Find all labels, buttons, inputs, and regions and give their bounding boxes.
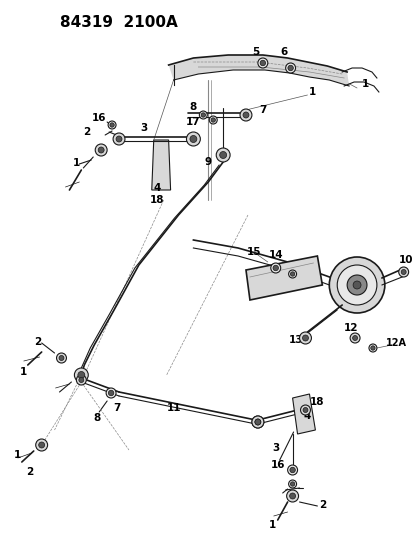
Circle shape bbox=[57, 353, 66, 363]
Polygon shape bbox=[292, 394, 315, 434]
Circle shape bbox=[108, 390, 114, 395]
Text: 3: 3 bbox=[140, 123, 147, 133]
Circle shape bbox=[352, 281, 360, 289]
Circle shape bbox=[289, 493, 295, 499]
Circle shape bbox=[289, 467, 294, 473]
Circle shape bbox=[98, 147, 104, 153]
Text: 12: 12 bbox=[343, 323, 358, 333]
Text: 8: 8 bbox=[189, 102, 197, 112]
Circle shape bbox=[74, 368, 88, 382]
Circle shape bbox=[349, 333, 359, 343]
Circle shape bbox=[38, 442, 45, 448]
Circle shape bbox=[259, 60, 265, 66]
Text: 84319  2100A: 84319 2100A bbox=[59, 15, 177, 30]
Circle shape bbox=[216, 148, 230, 162]
Circle shape bbox=[254, 419, 260, 425]
Circle shape bbox=[290, 272, 294, 276]
Text: 12A: 12A bbox=[385, 338, 406, 348]
Circle shape bbox=[272, 265, 278, 271]
Text: 11: 11 bbox=[166, 403, 180, 413]
Circle shape bbox=[300, 405, 310, 415]
Text: 13: 13 bbox=[287, 335, 302, 345]
Circle shape bbox=[302, 335, 308, 341]
Text: 2: 2 bbox=[34, 337, 41, 347]
Circle shape bbox=[219, 151, 226, 158]
Circle shape bbox=[109, 123, 114, 127]
Circle shape bbox=[209, 116, 217, 124]
Circle shape bbox=[95, 144, 107, 156]
Text: 6: 6 bbox=[279, 47, 287, 57]
Text: 16: 16 bbox=[92, 113, 106, 123]
Text: 2: 2 bbox=[83, 127, 90, 137]
Circle shape bbox=[302, 408, 307, 413]
Circle shape bbox=[368, 344, 376, 352]
Text: 15: 15 bbox=[246, 247, 261, 257]
Circle shape bbox=[211, 118, 215, 122]
Text: 2: 2 bbox=[26, 467, 33, 477]
Circle shape bbox=[347, 275, 366, 295]
Circle shape bbox=[108, 121, 116, 129]
Circle shape bbox=[352, 335, 357, 341]
Circle shape bbox=[337, 265, 376, 305]
Circle shape bbox=[116, 136, 122, 142]
Text: 5: 5 bbox=[252, 47, 259, 57]
Circle shape bbox=[186, 132, 200, 146]
Circle shape bbox=[240, 109, 252, 121]
Polygon shape bbox=[152, 140, 170, 190]
Text: 7: 7 bbox=[259, 105, 266, 115]
Text: 17: 17 bbox=[186, 117, 200, 127]
Polygon shape bbox=[245, 256, 322, 300]
Circle shape bbox=[370, 346, 374, 350]
Circle shape bbox=[398, 267, 408, 277]
Circle shape bbox=[286, 490, 298, 502]
Circle shape bbox=[199, 111, 207, 119]
Circle shape bbox=[78, 377, 83, 383]
Text: 3: 3 bbox=[271, 443, 279, 453]
Text: 18: 18 bbox=[309, 397, 324, 407]
Circle shape bbox=[252, 416, 263, 428]
Text: 1: 1 bbox=[268, 520, 276, 530]
Circle shape bbox=[287, 465, 297, 475]
Circle shape bbox=[400, 270, 405, 274]
Text: 1: 1 bbox=[20, 367, 27, 377]
Text: 9: 9 bbox=[204, 157, 211, 167]
Polygon shape bbox=[168, 55, 348, 86]
Circle shape bbox=[285, 63, 295, 73]
Circle shape bbox=[113, 133, 125, 145]
Text: 4: 4 bbox=[153, 183, 160, 193]
Text: 4: 4 bbox=[303, 411, 311, 421]
Circle shape bbox=[201, 113, 205, 117]
Text: 1: 1 bbox=[14, 450, 21, 460]
Circle shape bbox=[106, 388, 116, 398]
Circle shape bbox=[59, 356, 64, 360]
Circle shape bbox=[288, 480, 296, 488]
Circle shape bbox=[287, 65, 293, 71]
Circle shape bbox=[254, 419, 260, 425]
Text: 1: 1 bbox=[308, 87, 315, 97]
Circle shape bbox=[190, 135, 197, 142]
Circle shape bbox=[288, 270, 296, 278]
Circle shape bbox=[270, 263, 280, 273]
Circle shape bbox=[252, 416, 263, 428]
Text: 14: 14 bbox=[268, 250, 282, 260]
Text: 1: 1 bbox=[361, 79, 368, 89]
Circle shape bbox=[78, 372, 85, 378]
Text: 18: 18 bbox=[149, 195, 164, 205]
Circle shape bbox=[76, 375, 86, 385]
Text: 16: 16 bbox=[270, 460, 284, 470]
Text: 1: 1 bbox=[73, 158, 80, 168]
Circle shape bbox=[290, 482, 294, 486]
Circle shape bbox=[242, 112, 248, 118]
Circle shape bbox=[299, 332, 311, 344]
Circle shape bbox=[36, 439, 47, 451]
Circle shape bbox=[257, 58, 267, 68]
Text: 8: 8 bbox=[93, 413, 101, 423]
Text: 2: 2 bbox=[318, 500, 325, 510]
Text: 10: 10 bbox=[397, 255, 412, 265]
Circle shape bbox=[328, 257, 384, 313]
Text: 7: 7 bbox=[113, 403, 121, 413]
